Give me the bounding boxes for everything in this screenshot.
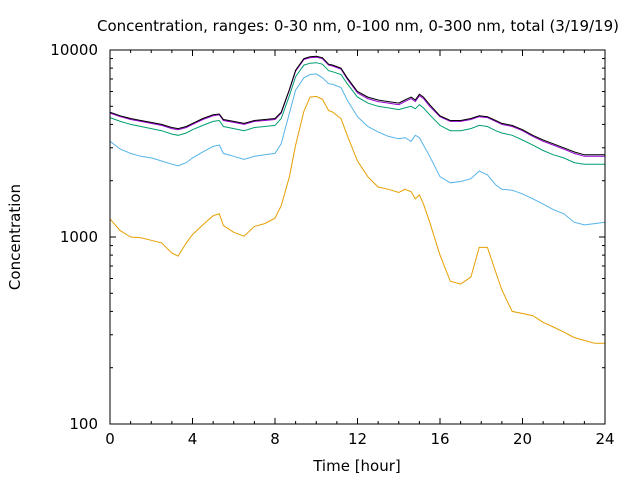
y-tick-label: 100 <box>69 415 98 433</box>
y-axis: 100 1000 10000 <box>50 41 605 433</box>
plot-frame <box>109 49 606 425</box>
x-tick-label: 8 <box>270 430 280 448</box>
x-tick-label: 20 <box>513 430 532 448</box>
x-tick-label: 4 <box>188 430 198 448</box>
x-tick-label: 16 <box>430 430 449 448</box>
series-line-0 <box>109 95 605 344</box>
series-line-1 <box>109 73 606 226</box>
series-line-3 <box>109 56 605 157</box>
plot-lines <box>109 55 606 344</box>
y-axis-label: Concentration <box>6 184 24 290</box>
x-axis: 0 4 8 12 16 20 24 <box>105 50 615 448</box>
x-tick-label: 12 <box>348 430 367 448</box>
series-line-4 <box>109 55 605 156</box>
series-line-2 <box>109 62 605 165</box>
chart-title: Concentration, ranges: 0-30 nm, 0-100 nm… <box>97 17 619 35</box>
x-tick-label: 0 <box>105 430 115 448</box>
x-axis-label: Time [hour] <box>312 457 401 475</box>
y-tick-label: 10000 <box>50 41 98 59</box>
y-tick-label: 1000 <box>60 228 98 246</box>
x-tick-label: 24 <box>595 430 614 448</box>
